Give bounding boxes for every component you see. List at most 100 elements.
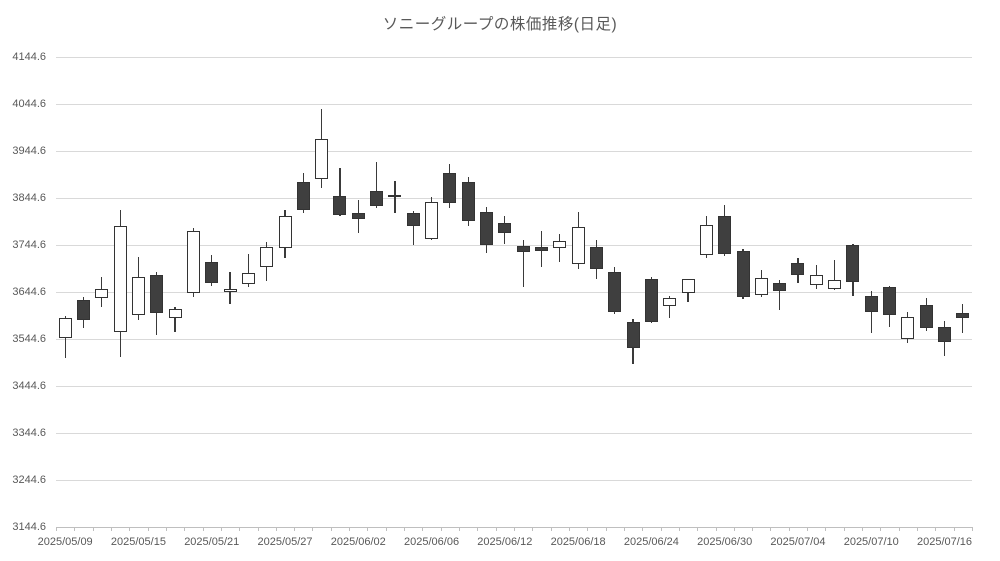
y-tick-label: 3244.6	[12, 473, 46, 486]
x-axis-tick	[220, 527, 222, 531]
candle-body	[76, 299, 90, 320]
x-tick-label: 2025/07/16	[916, 536, 973, 548]
x-axis-tick	[623, 527, 625, 531]
y-tick-label: 4044.6	[12, 97, 46, 110]
gridline	[56, 198, 972, 199]
candle-body	[773, 282, 787, 291]
x-tick-label: 2025/06/12	[477, 536, 533, 548]
candle-body	[846, 244, 860, 282]
x-axis-tick	[660, 527, 662, 531]
candle-body	[589, 247, 603, 269]
candle-body	[58, 318, 72, 339]
x-axis-tick	[74, 527, 76, 531]
candle-wick	[339, 168, 341, 217]
x-axis-tick	[239, 527, 241, 531]
candle-body	[681, 279, 695, 293]
x-tick-label: 2025/06/06	[404, 536, 460, 548]
candle-body	[626, 322, 640, 348]
candle-body	[315, 138, 329, 180]
candle-body	[644, 279, 658, 322]
candle-body	[333, 196, 347, 215]
x-axis-tick	[733, 527, 735, 531]
x-axis-tick	[715, 527, 717, 531]
candle-wick	[229, 271, 231, 304]
candle-body	[370, 191, 384, 207]
x-axis-tick	[184, 527, 186, 531]
x-axis-tick	[477, 527, 479, 531]
x-axis-tick	[294, 527, 296, 531]
x-tick-label: 2025/06/30	[697, 536, 753, 548]
x-axis-tick	[92, 527, 94, 531]
gridline	[56, 480, 972, 481]
candle-body	[663, 298, 677, 307]
candle-body	[443, 172, 457, 204]
candle-body	[864, 296, 878, 313]
candle-body	[901, 317, 915, 339]
candle-body	[241, 273, 255, 284]
x-axis-tick	[459, 527, 461, 531]
candle-body	[278, 216, 292, 249]
x-axis-tick	[330, 527, 332, 531]
x-axis-tick	[349, 527, 351, 531]
x-axis-tick	[605, 527, 607, 531]
x-tick-label: 2025/06/02	[330, 536, 386, 548]
x-axis-tick	[312, 527, 314, 531]
x-axis-tick	[495, 527, 497, 531]
candle-body	[95, 289, 109, 299]
x-axis-tick	[110, 527, 112, 531]
x-tick-label: 2025/05/27	[257, 536, 313, 548]
x-tick-label: 2025/07/04	[770, 536, 826, 548]
x-axis-tick	[752, 527, 754, 531]
candle-body	[828, 279, 842, 289]
candle-body	[956, 312, 970, 318]
x-axis-tick	[843, 527, 845, 531]
y-tick-label: 3744.6	[12, 238, 46, 251]
candle-body	[351, 212, 365, 220]
y-tick-label: 3844.6	[12, 191, 46, 204]
candle-body	[480, 211, 494, 245]
candle-body	[791, 263, 805, 275]
candle-wick	[376, 161, 378, 209]
x-axis-tick	[935, 527, 937, 531]
candle-wick	[522, 240, 524, 288]
x-tick-label: 2025/07/10	[843, 536, 899, 548]
candle-wick	[962, 303, 964, 333]
x-axis-tick	[404, 527, 406, 531]
candle-body	[534, 247, 548, 251]
x-axis-tick	[862, 527, 864, 531]
x-tick-label: 2025/05/21	[184, 536, 240, 548]
gridline	[56, 339, 972, 340]
gridline	[56, 245, 972, 246]
x-tick-label: 2025/05/15	[110, 536, 166, 548]
candle-body	[883, 287, 897, 316]
x-axis-tick	[440, 527, 442, 531]
x-axis-tick	[275, 527, 277, 531]
x-axis-tick	[367, 527, 369, 531]
gridline	[56, 386, 972, 387]
candle-body	[938, 327, 952, 343]
x-axis-tick	[165, 527, 167, 531]
candle-body	[425, 201, 439, 240]
x-axis-tick	[917, 527, 919, 531]
candle-body	[736, 251, 750, 298]
x-axis-tick	[587, 527, 589, 531]
candle-body	[718, 216, 732, 255]
x-axis-tick	[56, 527, 57, 531]
y-tick-label: 4144.6	[12, 50, 46, 63]
candle-wick	[834, 259, 836, 291]
x-tick-label: 2025/05/09	[37, 536, 93, 548]
candle-body	[919, 305, 933, 329]
candle-wick	[412, 210, 414, 245]
x-axis-tick	[972, 527, 973, 531]
y-tick-label: 3144.6	[12, 520, 46, 533]
gridline	[56, 151, 972, 152]
x-axis-tick	[642, 527, 644, 531]
candle-body	[168, 309, 182, 318]
candle-body	[388, 194, 402, 198]
x-axis-tick	[422, 527, 424, 531]
x-axis-tick	[202, 527, 204, 531]
x-axis-tick	[788, 527, 790, 531]
candle-body	[608, 272, 622, 312]
y-tick-label: 3644.6	[12, 285, 46, 298]
